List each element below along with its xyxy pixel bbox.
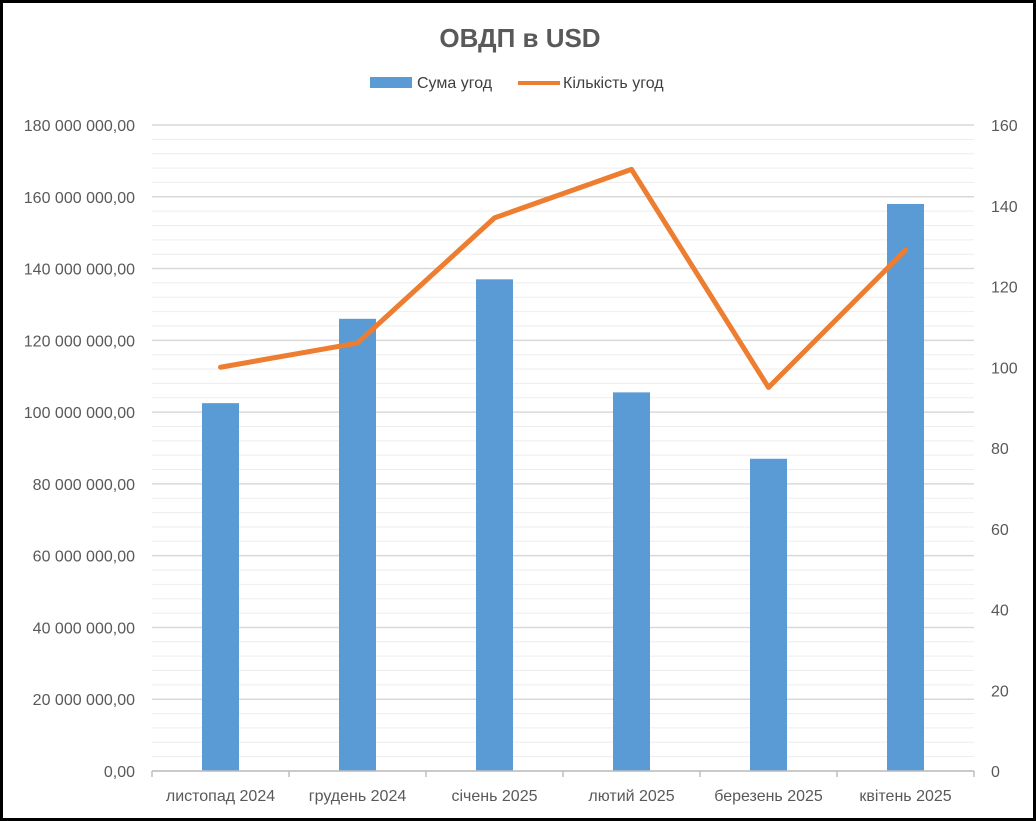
combo-chart: ОВДП в USD Сума угод Кількість угод лист… xyxy=(24,23,1018,805)
y-axis-right: 0 20 40 60 80 100 120 140 160 xyxy=(991,118,1018,781)
bar-series xyxy=(202,203,924,771)
y-left-tick-label: 180 000 000,00 xyxy=(24,118,135,135)
bar xyxy=(750,458,787,771)
legend-swatch-bars xyxy=(370,77,412,88)
x-tick-label: лютий 2025 xyxy=(588,788,674,805)
y-right-tick-label: 20 xyxy=(991,683,1009,700)
x-tick-label: березень 2025 xyxy=(714,788,823,805)
bar xyxy=(476,279,513,771)
x-tick-label: січень 2025 xyxy=(452,788,538,805)
y-left-tick-label: 80 000 000,00 xyxy=(33,477,135,494)
y-left-tick-label: 60 000 000,00 xyxy=(33,549,135,566)
y-right-tick-label: 0 xyxy=(991,764,1000,781)
legend-label-bars: Сума угод xyxy=(417,75,493,92)
x-tick-label: грудень 2024 xyxy=(309,788,407,805)
y-right-tick-label: 60 xyxy=(991,522,1009,539)
x-tick-label: квітень 2025 xyxy=(859,788,951,805)
legend-label-line: Кількість угод xyxy=(563,75,664,92)
y-left-tick-label: 160 000 000,00 xyxy=(24,190,135,207)
x-axis: листопад 2024 грудень 2024 січень 2025 люти… xyxy=(151,770,975,805)
y-left-tick-label: 120 000 000,00 xyxy=(24,333,135,350)
x-tick-label: листопад 2024 xyxy=(166,788,275,805)
y-axis-left: 0,00 20 000 000,00 40 000 000,00 60 000 000… xyxy=(24,118,135,781)
chart-title: ОВДП в USD xyxy=(439,23,600,53)
major-gridlines xyxy=(152,124,974,772)
y-right-tick-label: 80 xyxy=(991,441,1009,458)
minor-gridlines xyxy=(152,124,974,772)
y-right-tick-label: 160 xyxy=(991,118,1018,135)
y-left-tick-label: 140 000 000,00 xyxy=(24,262,135,279)
y-right-tick-label: 140 xyxy=(991,199,1018,216)
y-right-tick-label: 120 xyxy=(991,280,1018,297)
line-series xyxy=(218,166,908,390)
bar xyxy=(339,318,376,771)
y-right-tick-label: 100 xyxy=(991,360,1018,377)
y-left-tick-label: 100 000 000,00 xyxy=(24,405,135,422)
bar xyxy=(613,392,650,771)
legend: Сума угод Кількість угод xyxy=(370,75,664,92)
y-left-tick-label: 0,00 xyxy=(104,764,135,781)
y-left-tick-label: 40 000 000,00 xyxy=(33,620,135,637)
bar xyxy=(202,403,239,771)
y-right-tick-label: 40 xyxy=(991,603,1009,620)
y-left-tick-label: 20 000 000,00 xyxy=(33,692,135,709)
bar xyxy=(887,203,924,771)
